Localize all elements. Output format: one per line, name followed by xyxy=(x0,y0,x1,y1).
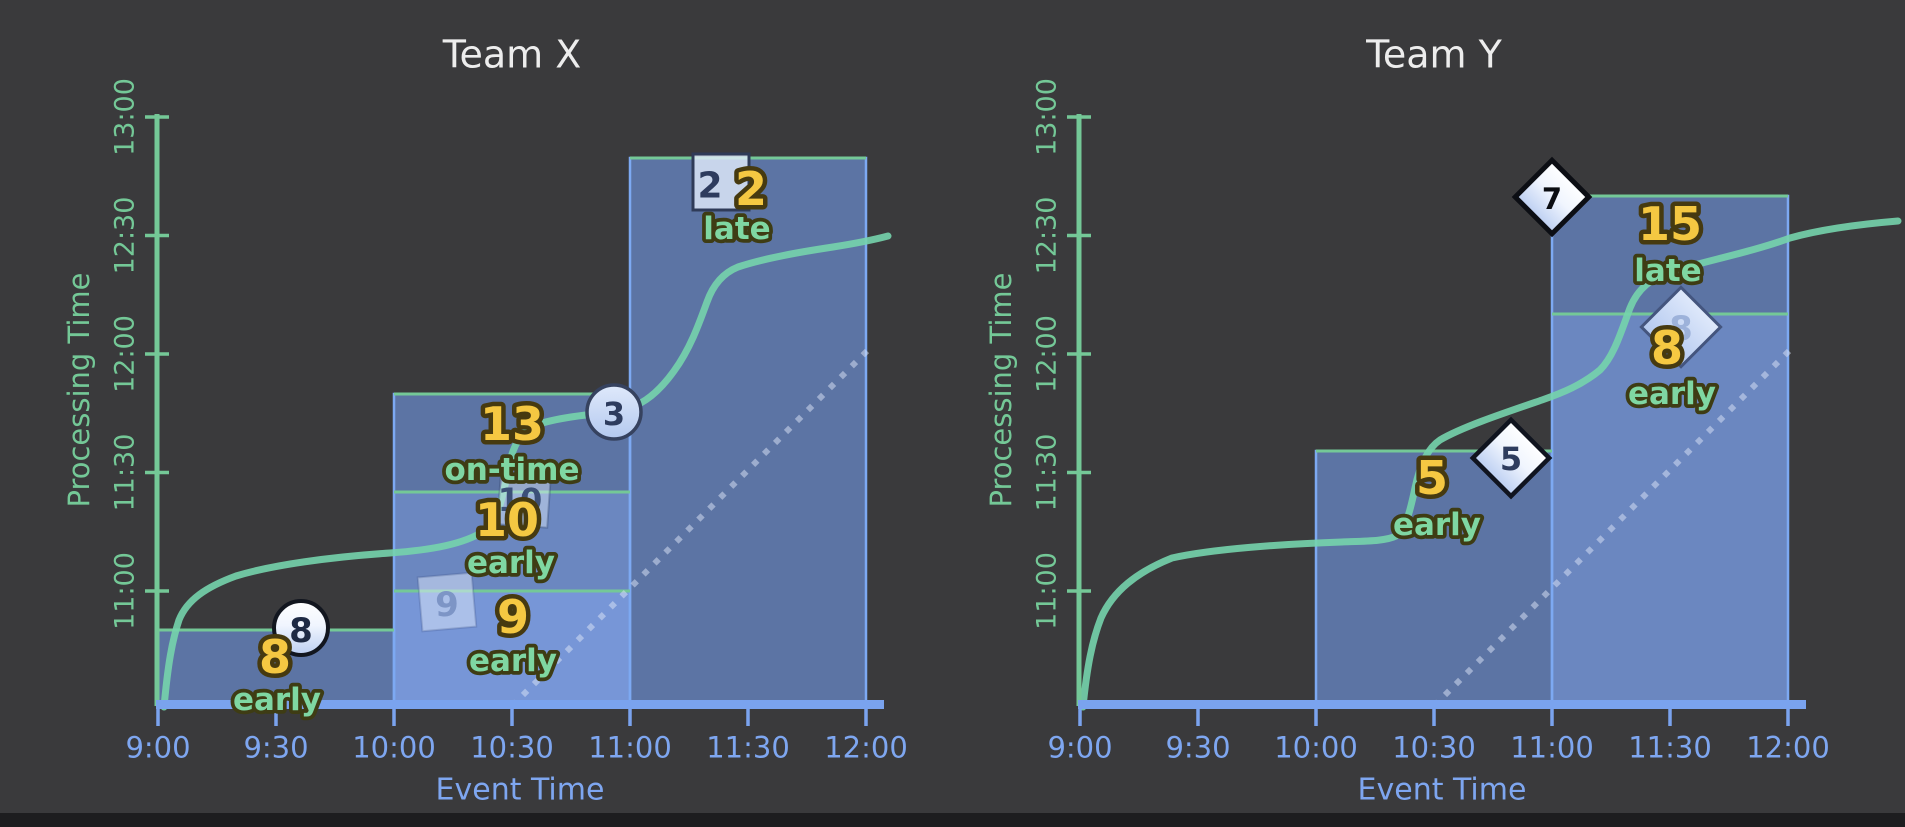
y-tick-label: 12:00 xyxy=(109,315,140,393)
marker-square-9-shape xyxy=(416,571,478,633)
x-tick-label: 11:30 xyxy=(1628,730,1712,764)
y-tick-label: 11:30 xyxy=(109,434,140,512)
marker-square-2 xyxy=(691,152,751,212)
pane-10-early xyxy=(394,492,630,591)
x-tick-label: 10:30 xyxy=(1392,730,1476,764)
y-tick-label: 13:00 xyxy=(109,78,140,156)
ideal-dotted-line xyxy=(509,345,873,709)
x-tick-label: 11:00 xyxy=(588,730,672,764)
marker-square-9-digit: 9 xyxy=(435,585,459,625)
marker-diamond-7-shape xyxy=(1511,156,1593,238)
annotation-count-15: 15 xyxy=(1638,197,1702,251)
x-tick-label: 12:00 xyxy=(1746,730,1830,764)
annotation-status-5: early xyxy=(1393,507,1481,543)
annotation-count-9: 9 xyxy=(497,590,529,644)
team-x-chart: 11:00 11:30 12:00 12:30 13:00 Processing… xyxy=(62,32,908,807)
team-x-title: Team X xyxy=(442,32,582,76)
annotation-count-10: 10 xyxy=(475,493,539,547)
annotation-status-8: early xyxy=(233,682,321,718)
ideal-dotted-line xyxy=(1431,343,1797,709)
x-axis-line xyxy=(156,700,884,709)
y-tick-label: 12:30 xyxy=(109,197,140,275)
marker-diamond-5-shape xyxy=(1469,416,1553,500)
y-tick-label: 12:30 xyxy=(1031,197,1062,275)
marker-square-10-digit: 10 xyxy=(498,481,543,519)
y-tick-label: 12:00 xyxy=(1031,315,1062,393)
marker-diamond-8-shape xyxy=(1639,285,1723,369)
annotation-count-8y: 8 xyxy=(1651,321,1683,375)
marker-square-2-shape xyxy=(691,152,751,212)
annotation-status-13: on-time xyxy=(444,452,579,488)
bottom-strip xyxy=(0,813,1905,827)
x-tick-label: 9:00 xyxy=(125,730,190,764)
annotation-status-8y: early xyxy=(1628,376,1716,412)
annotation-status-10: early xyxy=(467,545,555,581)
team-y-chart: 11:00 11:30 12:00 12:30 13:00 Processing… xyxy=(984,32,1902,808)
y-axis-ticks xyxy=(145,115,169,593)
marker-diamond-7 xyxy=(1511,156,1593,238)
marker-circle-13 xyxy=(585,383,643,441)
y-tick-label: 11:00 xyxy=(109,552,140,630)
x-tick-label: 9:30 xyxy=(243,730,308,764)
marker-square-10 xyxy=(496,473,552,529)
annotation-status-9: early xyxy=(469,643,557,679)
x-axis-line xyxy=(1078,700,1806,709)
marker-square-10-shape xyxy=(496,473,552,529)
annotation-status-15: late xyxy=(1634,253,1701,289)
y-axis-label: Processing Time xyxy=(62,272,96,507)
annotation-count-5: 5 xyxy=(1416,451,1448,505)
x-axis-label: Event Time xyxy=(1358,773,1527,808)
marker-diamond-7-digit: 7 xyxy=(1542,182,1562,216)
watermark-curve xyxy=(160,232,892,711)
marker-diamond-5-digit: 5 xyxy=(1500,440,1522,478)
annotation-count-8: 8 xyxy=(259,630,291,684)
y-tick-label: 11:30 xyxy=(1031,434,1062,512)
y-axis-label: Processing Time xyxy=(984,272,1018,507)
x-axis-ticks xyxy=(1078,703,1790,726)
annotation-count-13: 13 xyxy=(480,397,544,451)
x-tick-label: 11:00 xyxy=(1510,730,1594,764)
marker-circle-8 xyxy=(272,599,330,657)
marker-diamond-8 xyxy=(1639,285,1723,369)
x-axis-label: Event Time xyxy=(436,773,605,808)
marker-circle-13-digit: 3 xyxy=(603,395,625,433)
x-tick-label: 9:30 xyxy=(1165,730,1230,764)
x-tick-label: 9:00 xyxy=(1047,730,1112,764)
x-tick-label: 11:30 xyxy=(706,730,790,764)
annotation-count-2: 2 xyxy=(735,162,767,216)
y-tick-label: 13:00 xyxy=(1031,78,1062,156)
x-axis-ticks xyxy=(156,703,868,726)
marker-diamond-5 xyxy=(1469,416,1553,500)
x-tick-label: 10:00 xyxy=(1274,730,1358,764)
y-axis-ticks xyxy=(1067,115,1091,593)
y-tick-label: 11:00 xyxy=(1031,552,1062,630)
annotation-status-2: late xyxy=(703,211,770,247)
marker-circle-8-digit: 8 xyxy=(289,611,313,651)
watermark-curve xyxy=(1079,217,1902,711)
marker-diamond-8-digit: 8 xyxy=(1669,309,1693,349)
x-tick-label: 10:30 xyxy=(470,730,554,764)
x-tick-label: 10:00 xyxy=(352,730,436,764)
x-tick-label: 12:00 xyxy=(824,730,908,764)
marker-square-9 xyxy=(416,571,478,633)
marker-square-2-digit: 2 xyxy=(697,166,722,207)
pane-15-late xyxy=(1552,196,1788,314)
team-y-title: Team Y xyxy=(1365,32,1503,76)
